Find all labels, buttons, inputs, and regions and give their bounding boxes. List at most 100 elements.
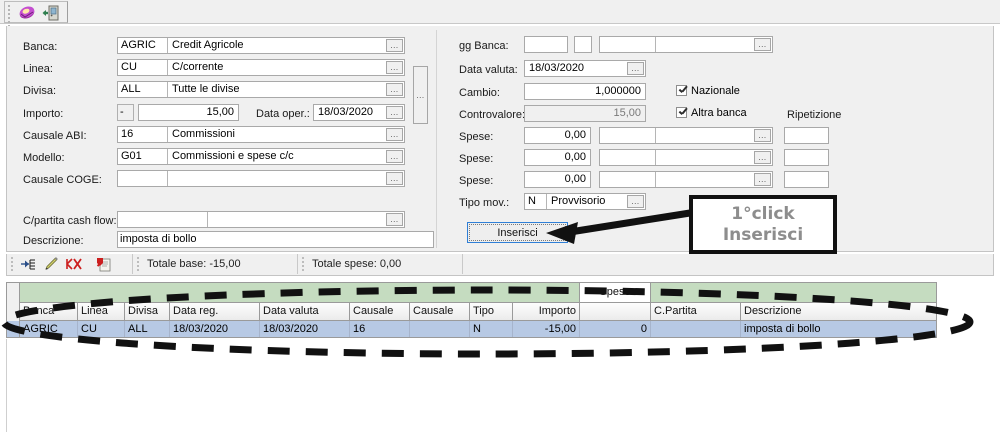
table-row[interactable]: AGRIC CU ALL 18/03/2020 18/03/2020 16 N …: [20, 321, 936, 337]
edit-pencil-icon[interactable]: [43, 256, 61, 272]
total-base-drag-handle[interactable]: [137, 257, 140, 271]
paste-icon[interactable]: [95, 256, 113, 272]
toolbar-drag-handle[interactable]: [8, 5, 11, 27]
grid-col-cpartita[interactable]: C.Partita: [651, 303, 741, 321]
field-tipo-mov-code[interactable]: N: [525, 194, 547, 209]
cell-descrizione[interactable]: imposta di bollo: [741, 321, 936, 337]
field-data-oper-picker-button[interactable]: ...: [386, 106, 403, 119]
field-divisa-desc[interactable]: Tutte le divise: [172, 83, 240, 95]
field-cpartita-cash-flow-desc[interactable]: [208, 212, 386, 227]
field-cpartita-cash-flow-picker-button[interactable]: ...: [386, 213, 403, 226]
field-spese-1-amount[interactable]: 0,00: [524, 127, 591, 144]
cell-causale-1[interactable]: 16: [350, 321, 410, 337]
field-data-valuta-picker-button[interactable]: ...: [627, 62, 644, 75]
field-spese-2-ref-picker-button[interactable]: ...: [754, 151, 771, 164]
field-spese-3-amount[interactable]: 0,00: [524, 171, 591, 188]
field-gg-banca-days[interactable]: [524, 36, 568, 53]
field-banca-desc[interactable]: Credit Agricole: [172, 39, 244, 51]
field-spese-2-ref-desc[interactable]: [656, 150, 754, 165]
field-spese-1-ref-desc[interactable]: [656, 128, 754, 143]
field-spese-3-ref[interactable]: ...: [599, 171, 773, 188]
field-modello-code[interactable]: G01: [118, 149, 168, 164]
exit-door-icon[interactable]: [41, 4, 61, 22]
field-spese-2-ref[interactable]: ...: [599, 149, 773, 166]
cell-spese[interactable]: 0: [580, 321, 651, 337]
cell-data-valuta[interactable]: 18/03/2020: [260, 321, 350, 337]
field-spese-2-amount[interactable]: 0,00: [524, 149, 591, 166]
field-spese-3-ref-desc[interactable]: [656, 172, 754, 187]
field-spese-2-ref-code[interactable]: [600, 150, 656, 165]
bank-detail-expand-button[interactable]: ...: [413, 66, 428, 124]
field-causale-abi-desc[interactable]: Commissioni: [172, 128, 235, 140]
cell-causale-2[interactable]: [410, 321, 470, 337]
field-banca-picker-button[interactable]: ...: [386, 39, 403, 52]
checkbox-nazionale[interactable]: Nazionale: [676, 85, 740, 98]
field-data-oper[interactable]: 18/03/2020 ...: [313, 104, 405, 121]
field-spese-1-ref[interactable]: ...: [599, 127, 773, 144]
checkbox-nazionale-box[interactable]: [676, 85, 687, 96]
field-data-valuta-value[interactable]: 18/03/2020: [529, 62, 585, 74]
cell-importo[interactable]: -15,00: [513, 321, 580, 337]
field-data-oper-value[interactable]: 18/03/2020: [318, 106, 374, 118]
field-causale-coge[interactable]: ...: [117, 170, 405, 187]
field-modello-picker-button[interactable]: ...: [386, 150, 403, 163]
grid-col-linea[interactable]: Linea: [78, 303, 125, 321]
grid-col-data-reg[interactable]: Data reg.: [170, 303, 260, 321]
grid-col-causale-1[interactable]: Causale: [350, 303, 410, 321]
field-divisa-picker-button[interactable]: ...: [386, 83, 403, 96]
field-tipo-mov-picker-button[interactable]: ...: [627, 195, 644, 208]
field-linea[interactable]: CU C/corrente ...: [117, 59, 405, 76]
field-causale-coge-desc[interactable]: [168, 171, 386, 186]
field-gg-banca-ref[interactable]: ...: [599, 36, 773, 53]
field-spese-1-ripetizione[interactable]: [784, 127, 829, 144]
field-linea-picker-button[interactable]: ...: [386, 61, 403, 74]
field-importo-value[interactable]: 15,00: [138, 104, 239, 121]
field-causale-abi-picker-button[interactable]: ...: [386, 128, 403, 141]
grid-col-data-valuta[interactable]: Data valuta: [260, 303, 350, 321]
field-cambio[interactable]: 1,000000: [524, 83, 646, 100]
inserisci-button[interactable]: Inserisci: [467, 222, 568, 243]
field-banca[interactable]: AGRIC Credit Agricole ...: [117, 37, 405, 54]
field-importo-sign[interactable]: -: [117, 104, 134, 121]
checkbox-altra-banca-box[interactable]: [676, 107, 687, 118]
field-linea-desc[interactable]: C/corrente: [172, 61, 224, 73]
field-gg-banca-ref-desc[interactable]: [656, 37, 754, 52]
save-icon[interactable]: [17, 4, 37, 22]
grid-col-banca[interactable]: Banca: [20, 303, 78, 321]
grid-toolbar-drag-handle[interactable]: [11, 257, 14, 271]
field-causale-coge-code[interactable]: [118, 171, 168, 186]
field-tipo-mov[interactable]: N Provvisorio ...: [524, 193, 646, 210]
cell-data-reg[interactable]: 18/03/2020: [170, 321, 260, 337]
grid-col-causale-2[interactable]: Causale: [410, 303, 470, 321]
field-divisa-code[interactable]: ALL: [118, 82, 168, 97]
cell-cpartita[interactable]: [651, 321, 741, 337]
field-cpartita-cash-flow[interactable]: ...: [117, 211, 405, 228]
field-spese-3-ref-picker-button[interactable]: ...: [754, 173, 771, 186]
field-tipo-mov-desc[interactable]: Provvisorio: [551, 195, 606, 207]
field-data-valuta[interactable]: 18/03/2020 ...: [524, 60, 646, 77]
movements-grid[interactable]: Spese Banca Linea Divisa Data reg. Data …: [6, 282, 937, 338]
grid-col-tipo[interactable]: Tipo: [470, 303, 513, 321]
field-causale-coge-picker-button[interactable]: ...: [386, 172, 403, 185]
field-modello[interactable]: G01 Commissioni e spese c/c ...: [117, 148, 405, 165]
checkbox-altra-banca[interactable]: Altra banca: [676, 107, 747, 120]
total-spese-drag-handle[interactable]: [302, 257, 305, 271]
field-spese-1-ref-code[interactable]: [600, 128, 656, 143]
grid-row-selector-cell[interactable]: [7, 321, 20, 337]
field-causale-abi[interactable]: 16 Commissioni ...: [117, 126, 405, 143]
field-spese-3-ripetizione[interactable]: [784, 171, 829, 188]
insert-row-icon[interactable]: [19, 256, 37, 272]
field-divisa[interactable]: ALL Tutte le divise ...: [117, 81, 405, 98]
field-descrizione[interactable]: imposta di bollo: [117, 231, 434, 248]
grid-col-divisa[interactable]: Divisa: [125, 303, 170, 321]
cell-tipo[interactable]: N: [470, 321, 513, 337]
delete-row-icon[interactable]: [65, 256, 83, 272]
cell-linea[interactable]: CU: [78, 321, 125, 337]
field-gg-banca-ref-picker-button[interactable]: ...: [754, 38, 771, 51]
field-gg-banca-flag[interactable]: [574, 36, 592, 53]
grid-col-importo[interactable]: Importo: [513, 303, 580, 321]
field-spese-1-ref-picker-button[interactable]: ...: [754, 129, 771, 142]
grid-col-descrizione[interactable]: Descrizione: [741, 303, 936, 321]
field-banca-code[interactable]: AGRIC: [118, 38, 168, 53]
field-modello-desc[interactable]: Commissioni e spese c/c: [172, 150, 294, 162]
